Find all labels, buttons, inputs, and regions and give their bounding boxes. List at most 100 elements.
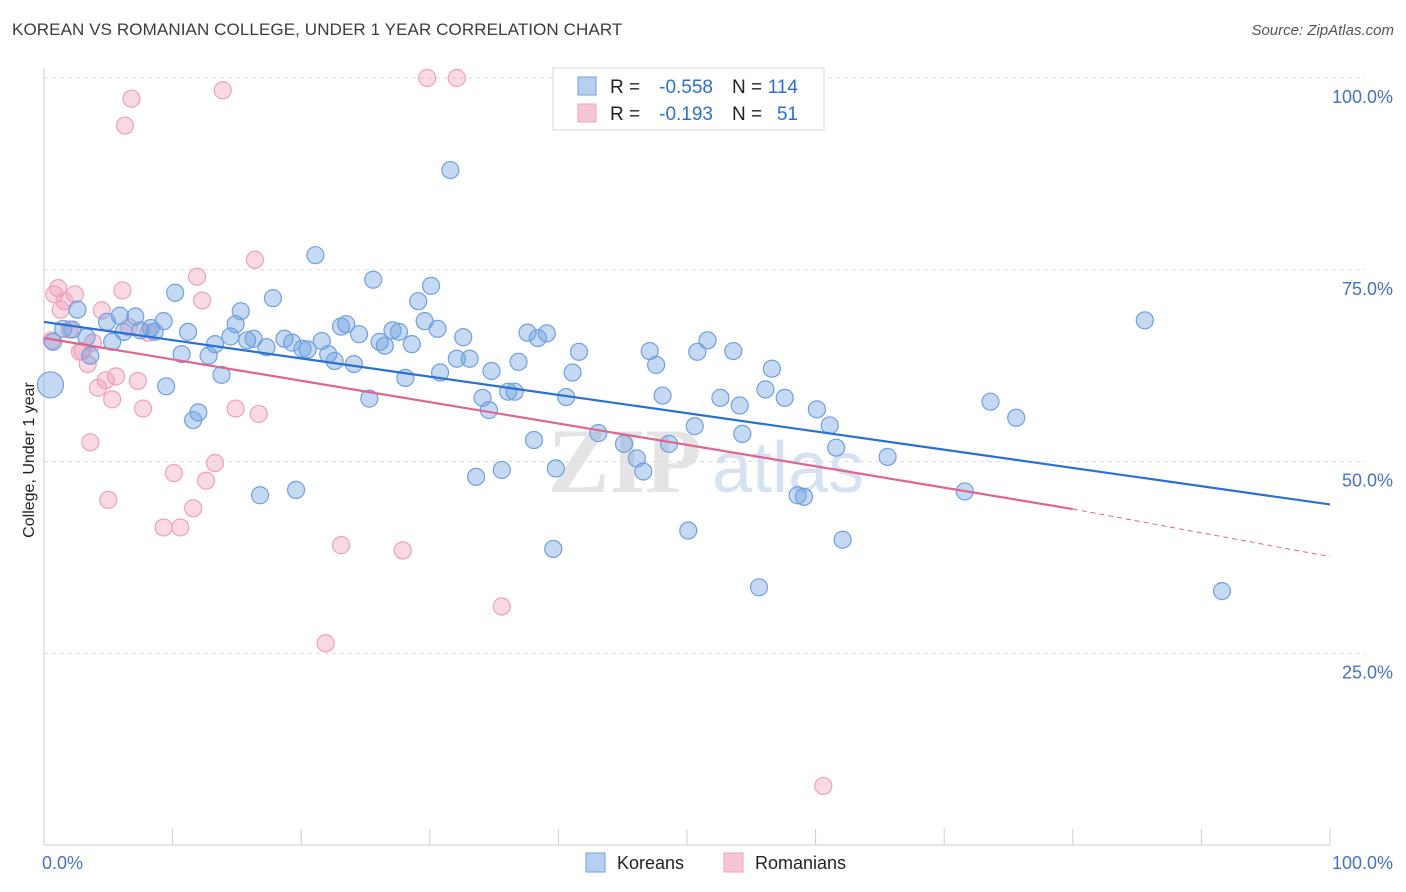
- romanians-point: [88, 378, 108, 397]
- romanians-point: [249, 404, 268, 424]
- koreans-point: [537, 324, 556, 343]
- romanians-point: [316, 634, 335, 653]
- koreans-point: [349, 325, 369, 344]
- koreans-point: [724, 341, 743, 361]
- koreans-point: [1212, 582, 1232, 601]
- koreans-point: [788, 486, 807, 505]
- koreans-point: [589, 424, 608, 443]
- koreans-point: [1135, 311, 1154, 330]
- romanians-point: [103, 390, 122, 409]
- romanians-point: [96, 371, 115, 390]
- romanians-point: [55, 292, 74, 311]
- y-tick-labels: 25.0% 50.0% 75.0% 100.0%: [1332, 87, 1393, 682]
- legend-n-label-koreans: N =: [732, 77, 762, 98]
- koreans-point: [178, 322, 198, 341]
- koreans-point: [756, 380, 775, 399]
- bottom-legend-swatch-romanians: [723, 852, 744, 873]
- y-tick-label-75: 75.0%: [1342, 279, 1393, 299]
- romanians-point: [418, 68, 437, 88]
- koreans-trend-line: [43, 320, 1331, 506]
- koreans-point: [306, 246, 325, 265]
- y-axis-title: College, Under 1 year: [21, 382, 38, 538]
- romanians-point: [393, 541, 412, 560]
- koreans-points: [36, 160, 1232, 601]
- legend-swatch-romanians: [577, 103, 597, 123]
- koreans-point: [647, 355, 666, 374]
- koreans-point: [546, 459, 565, 478]
- koreans-point: [460, 349, 479, 368]
- romanians-point: [81, 433, 100, 452]
- koreans-point: [492, 460, 511, 480]
- koreans-point: [878, 447, 897, 466]
- koreans-point: [524, 430, 544, 450]
- koreans-point: [421, 276, 441, 295]
- koreans-point: [509, 352, 528, 371]
- romanians-point: [226, 399, 245, 418]
- koreans-point: [634, 462, 653, 481]
- romanians-point: [115, 116, 135, 135]
- romanians-point: [113, 281, 132, 300]
- koreans-point: [466, 467, 486, 486]
- legend-r-label-romanians: R =: [610, 104, 640, 125]
- koreans-point: [81, 346, 100, 365]
- romanians-trend-extension: [1072, 508, 1331, 558]
- koreans-point: [189, 403, 208, 422]
- romanians-point: [164, 463, 183, 483]
- romanians-point: [205, 453, 225, 473]
- koreans-point: [807, 400, 826, 419]
- koreans-point: [528, 328, 547, 348]
- bottom-legend-swatch-koreans: [585, 852, 606, 873]
- y-tick-label-25: 25.0%: [1342, 662, 1393, 682]
- grid-lines: [44, 77, 1366, 654]
- koreans-point: [325, 351, 344, 371]
- koreans-point: [263, 289, 283, 308]
- koreans-point: [383, 321, 402, 340]
- koreans-point: [679, 521, 698, 540]
- romanians-point: [65, 285, 84, 304]
- koreans-point: [441, 160, 460, 180]
- romanians-trend-line: [43, 336, 1073, 511]
- koreans-point: [762, 359, 781, 378]
- series-legend: Koreans Romanians: [585, 852, 846, 873]
- romanians-point: [128, 371, 147, 391]
- koreans-point: [337, 315, 356, 334]
- koreans-point: [447, 349, 466, 368]
- romanians-point: [187, 267, 207, 286]
- koreans-point: [569, 342, 589, 361]
- romanians-point: [196, 471, 216, 490]
- koreans-point: [364, 270, 383, 289]
- legend-swatch-koreans: [577, 76, 597, 96]
- koreans-point: [1007, 408, 1026, 427]
- romanians-point: [245, 250, 265, 269]
- romanians-point: [447, 68, 466, 88]
- y-tick-label-50: 50.0%: [1342, 471, 1393, 491]
- romanians-point: [122, 89, 141, 108]
- romanians-point: [171, 518, 190, 537]
- watermark-atlas: atlas: [712, 428, 864, 508]
- romanians-point: [133, 399, 153, 418]
- source-label: Source: ZipAtlas.com: [1251, 22, 1394, 39]
- koreans-point: [733, 424, 752, 443]
- koreans-point: [238, 331, 257, 350]
- koreans-point: [981, 392, 1000, 411]
- koreans-point: [833, 530, 852, 549]
- romanians-point: [492, 597, 511, 616]
- koreans-point: [375, 336, 394, 355]
- legend-n-koreans: 114: [768, 77, 799, 98]
- koreans-point: [157, 377, 176, 396]
- romanians-point: [814, 776, 833, 796]
- koreans-point: [794, 487, 814, 506]
- koreans-point: [711, 388, 730, 407]
- stats-legend: R = -0.558 N = 114 R = -0.193 N = 51: [552, 67, 825, 131]
- koreans-point: [428, 319, 447, 338]
- koreans-point: [166, 283, 185, 302]
- koreans-point: [36, 371, 65, 399]
- x-tick-label-max: 100.0%: [1332, 853, 1393, 873]
- koreans-point: [126, 307, 145, 326]
- koreans-point: [698, 331, 717, 350]
- legend-r-romanians: -0.193: [659, 104, 713, 125]
- koreans-point: [820, 416, 839, 435]
- koreans-point: [749, 578, 769, 597]
- koreans-point: [257, 338, 276, 357]
